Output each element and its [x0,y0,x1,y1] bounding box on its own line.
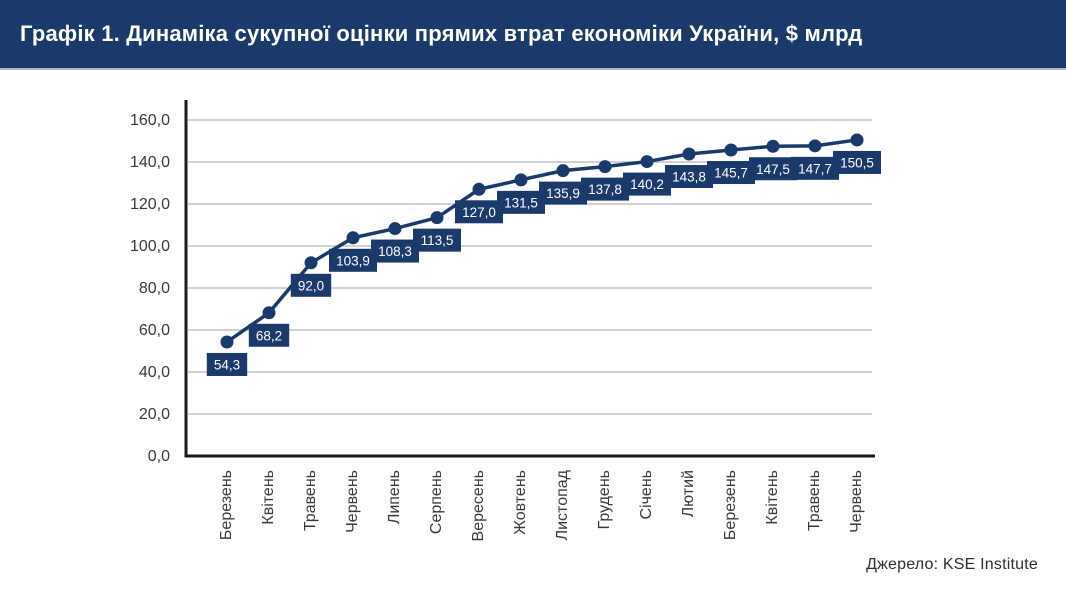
data-point [640,155,654,169]
x-axis-tick-label: Липень [386,470,403,524]
y-axis-tick-label: 20,0 [139,406,170,423]
data-label: 113,5 [421,233,454,248]
data-label-box [371,239,419,263]
data-point [514,173,528,187]
data-point [556,164,570,178]
data-label-box [413,228,461,252]
data-label-box [749,157,797,181]
data-label: 137,8 [588,182,622,197]
data-label: 68,2 [256,328,282,343]
data-label: 145,7 [714,166,748,181]
x-axis-tick-label: Травень [806,470,823,531]
data-point [598,160,612,174]
data-label-box [539,181,587,205]
y-axis-tick-label: 80,0 [139,280,170,297]
data-label-box [248,323,290,347]
data-label: 140,2 [630,177,664,192]
data-label-box [581,177,629,201]
y-axis-tick-label: 40,0 [139,364,170,381]
data-label: 147,5 [756,162,790,177]
data-label-box [833,150,881,174]
data-label: 135,9 [546,186,580,201]
data-label: 108,3 [378,244,412,259]
chart-title: Графік 1. Динаміка сукупної оцінки прями… [20,21,863,46]
y-axis-tick-label: 160,0 [130,112,170,129]
loss-dynamics-chart: 0,0 20,0 40,0 60,0 80,0 100,0 120,0 140,0 160,0 5… [0,72,1066,596]
data-label: 147,7 [798,161,832,176]
x-axis-tick-label: Грудень [596,470,613,529]
data-label-box [497,190,545,214]
data-point [262,306,276,320]
data-point [472,182,486,196]
y-axis-tick-label: 0,0 [148,448,170,465]
x-axis-tick-label: Червень [848,470,865,533]
x-axis-tick-label: Травень [302,470,319,531]
x-axis-tick-label: Березень [722,470,739,540]
x-axis-tick-label: Березень [218,470,235,540]
data-label-box [455,200,503,224]
y-axis-tick-label: 60,0 [139,322,170,339]
data-point [808,139,822,153]
data-point [766,139,780,153]
data-label: 143,8 [672,170,706,185]
data-label-box [206,352,248,376]
data-point [682,147,696,161]
data-label: 103,9 [336,253,370,268]
data-label-box [665,165,713,189]
data-label: 131,5 [504,195,538,210]
data-point [388,222,402,236]
x-axis-tick-label: Січень [638,470,655,520]
x-axis-tick-label: Червень [344,470,361,533]
data-label-box [791,156,839,180]
data-label-box [290,273,332,297]
data-point [346,231,360,245]
data-point [220,335,234,349]
chart-title-banner: Графік 1. Динаміка сукупної оцінки прями… [0,0,1066,70]
x-axis-tick-label: Вересень [470,470,487,541]
data-label: 54,3 [214,357,240,372]
source-credit: Джерело: KSE Institute [866,556,1038,573]
data-point [850,133,864,147]
data-point [430,211,444,225]
y-axis-tick-label: 140,0 [130,154,170,171]
x-axis-tick-label: Квітень [764,470,781,525]
x-axis-tick-label: Серпень [428,470,445,534]
x-axis-tick-label: Жовтень [512,470,529,535]
data-label: 92,0 [298,278,324,293]
data-point [724,143,738,157]
line-chart-canvas: 0,0 20,0 40,0 60,0 80,0 100,0 120,0 140,0 160,0 5… [130,100,881,541]
data-label-box [707,161,755,185]
x-axis-tick-label: Квітень [260,470,277,525]
y-axis-tick-label: 100,0 [130,238,170,255]
data-point [304,256,318,270]
data-label: 150,5 [840,155,874,170]
data-label: 127,0 [462,205,496,220]
x-axis-tick-label: Лютий [680,470,697,517]
data-label-box [329,248,377,272]
data-label-box [623,172,671,196]
x-axis-tick-label: Листопад [554,469,571,540]
y-axis-tick-label: 120,0 [130,196,170,213]
